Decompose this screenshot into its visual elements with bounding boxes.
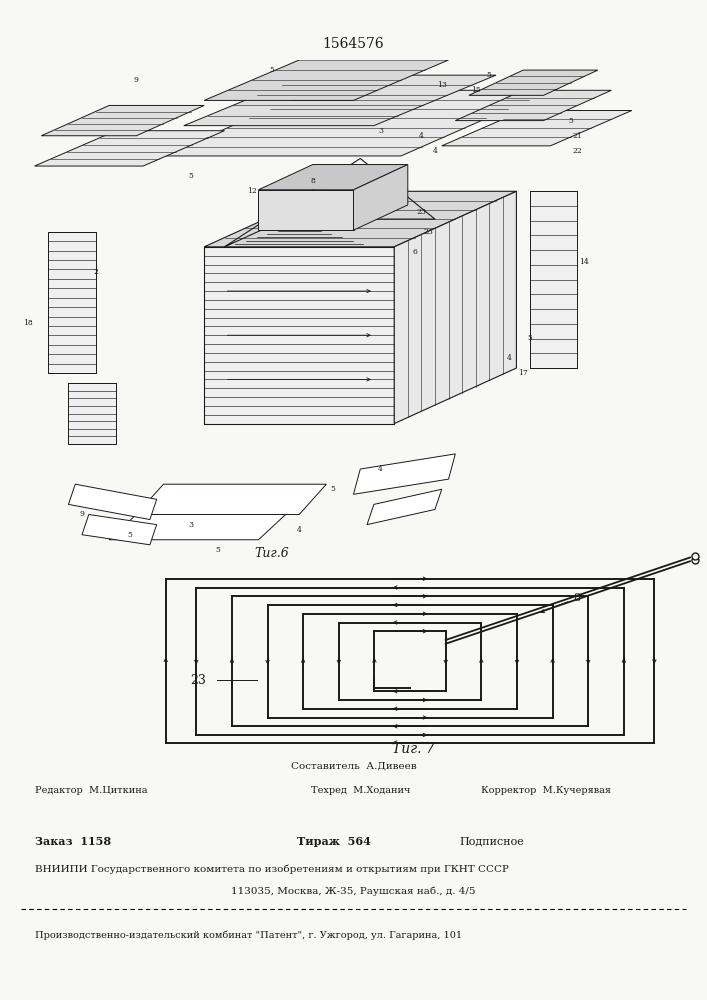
Text: Составитель  А.Дивеев: Составитель А.Дивеев	[291, 762, 416, 771]
Text: 3: 3	[188, 521, 193, 529]
Text: 113035, Москва, Ж-35, Раушская наб., д. 4/5: 113035, Москва, Ж-35, Раушская наб., д. …	[231, 887, 476, 896]
Text: ВНИИПИ Государственного комитета по изобретениям и открытиям при ГКНТ СССР: ВНИИПИ Государственного комитета по изоб…	[35, 864, 509, 874]
Text: Техред  М.Ходанич: Техред М.Ходанич	[311, 786, 411, 795]
Text: 5: 5	[487, 71, 491, 79]
Text: 8: 8	[541, 593, 580, 613]
Text: 12: 12	[247, 187, 257, 195]
Text: 5: 5	[568, 117, 573, 125]
Polygon shape	[184, 75, 496, 126]
Text: Редактор  М.Циткина: Редактор М.Циткина	[35, 786, 148, 795]
Polygon shape	[69, 383, 116, 444]
Polygon shape	[354, 454, 455, 494]
Text: 22: 22	[573, 147, 583, 155]
Text: 14: 14	[580, 258, 589, 266]
Text: 4: 4	[433, 147, 438, 155]
Text: Τиг.6: Τиг.6	[255, 547, 289, 560]
Text: 18: 18	[23, 319, 33, 327]
Text: 21: 21	[573, 132, 583, 140]
Text: 5: 5	[216, 546, 220, 554]
Polygon shape	[354, 165, 408, 230]
Polygon shape	[259, 190, 354, 230]
Text: Корректор  М.Кучерявая: Корректор М.Кучерявая	[481, 786, 611, 795]
Text: Подписное: Подписное	[460, 836, 525, 846]
Polygon shape	[48, 232, 95, 373]
Polygon shape	[395, 191, 516, 424]
Text: 3: 3	[378, 127, 383, 135]
Text: 6: 6	[412, 248, 417, 256]
Polygon shape	[109, 514, 286, 540]
Text: 8: 8	[310, 177, 315, 185]
Polygon shape	[204, 191, 516, 247]
Text: 15: 15	[471, 86, 481, 94]
Text: 9: 9	[80, 510, 84, 518]
Polygon shape	[204, 60, 448, 100]
Text: 4: 4	[419, 132, 423, 140]
Polygon shape	[469, 70, 598, 95]
Polygon shape	[82, 514, 157, 545]
Text: 5: 5	[269, 66, 274, 74]
Polygon shape	[41, 105, 204, 136]
Polygon shape	[35, 131, 225, 166]
Polygon shape	[69, 484, 157, 520]
Polygon shape	[455, 90, 612, 121]
Text: 17: 17	[518, 369, 528, 377]
Polygon shape	[163, 90, 550, 156]
Polygon shape	[136, 484, 327, 514]
Text: 9: 9	[134, 76, 139, 84]
Text: 2: 2	[93, 268, 98, 276]
Text: 5: 5	[527, 334, 532, 342]
Text: 5: 5	[188, 172, 193, 180]
Text: 4: 4	[507, 354, 512, 362]
Polygon shape	[367, 489, 442, 525]
Polygon shape	[530, 191, 578, 368]
Polygon shape	[259, 165, 408, 190]
Text: 5: 5	[127, 531, 132, 539]
Text: Τиг. 7: Τиг. 7	[392, 742, 435, 756]
Text: 5: 5	[331, 485, 336, 493]
Text: Тираж  564: Тираж 564	[297, 836, 370, 847]
Text: 4: 4	[378, 465, 383, 473]
Polygon shape	[442, 110, 632, 146]
Text: 23: 23	[416, 208, 426, 216]
Text: 4: 4	[297, 526, 302, 534]
Text: Заказ  1158: Заказ 1158	[35, 836, 112, 847]
Polygon shape	[204, 247, 395, 424]
Text: 23: 23	[423, 228, 433, 236]
Text: Производственно-издательский комбинат "Патент", г. Ужгород, ул. Гагарина, 101: Производственно-издательский комбинат "П…	[35, 931, 462, 940]
Text: 23: 23	[191, 674, 206, 686]
Text: 13: 13	[437, 81, 447, 89]
Text: 1564576: 1564576	[322, 37, 385, 51]
